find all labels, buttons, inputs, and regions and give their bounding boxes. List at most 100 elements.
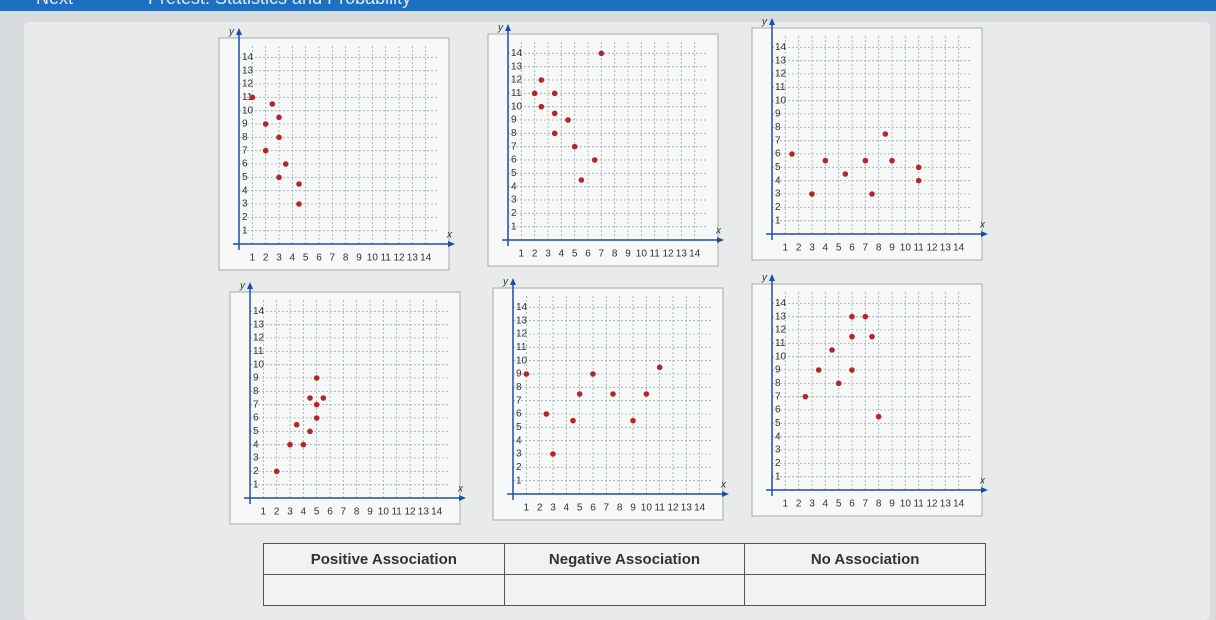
axis-arrow [510,278,516,285]
y-tick-label: 9 [242,119,248,130]
x-tick-label: 11 [654,503,665,514]
y-tick-label: 8 [511,128,517,139]
y-tick-label: 7 [511,141,517,152]
y-tick-label: 5 [242,172,248,183]
answer-table: Positive Association Negative Associatio… [263,543,986,606]
x-tick-label: 4 [301,507,307,518]
y-tick-label: 5 [775,162,781,173]
x-tick-label: 2 [537,503,543,514]
y-tick-label: 6 [511,155,517,166]
x-axis-label: x [446,230,453,241]
y-tick-label: 12 [242,79,254,90]
drop-zone[interactable] [503,574,746,606]
point [869,333,875,340]
x-axis-label: x [979,220,986,231]
y-tick-label: 6 [775,149,781,160]
y-tick-label: 6 [242,159,248,170]
next-button[interactable]: Next [36,0,73,9]
column-header: Positive Association [263,543,505,575]
x-axis-label: x [457,484,464,495]
point [590,371,596,377]
point [849,313,855,320]
point [276,134,282,141]
x-tick-label: 14 [689,249,701,260]
y-tick-label: 7 [253,399,259,410]
axis-arrow [236,28,242,35]
y-tick-label: 8 [516,382,522,393]
y-tick-label: 8 [775,122,781,133]
drop-zone[interactable] [263,574,505,606]
y-tick-label: 4 [775,431,781,442]
x-tick-label: 12 [404,507,416,518]
x-tick-label: 1 [783,499,789,510]
x-tick-label: 4 [823,243,829,254]
x-tick-label: 9 [889,499,895,510]
y-axis-label: y [502,277,509,288]
point [531,90,538,97]
x-tick-label: 7 [604,503,610,514]
x-tick-label: 2 [796,499,802,510]
page-title: Pretest: Statistics and Probability [148,0,411,9]
x-tick-label: 7 [863,499,869,510]
point [296,201,302,207]
x-tick-label: 4 [290,253,296,264]
x-tick-label: 5 [572,249,578,260]
axis-arrow [769,274,775,281]
x-tick-label: 12 [667,503,679,514]
y-tick-label: 7 [516,395,522,406]
drop-zone[interactable] [744,574,986,606]
x-tick-label: 10 [367,253,379,264]
axis-arrow [769,18,775,25]
point [889,157,895,164]
x-tick-label: 10 [900,499,912,510]
x-tick-label: 6 [327,507,333,518]
x-tick-label: 1 [524,503,530,514]
point [829,347,835,353]
x-tick-label: 6 [590,503,596,514]
y-tick-label: 13 [516,315,528,326]
x-tick-label: 2 [274,507,280,518]
axis-arrow [459,495,466,501]
y-axis-label: y [761,17,768,28]
point [598,50,605,57]
point [915,164,922,171]
x-tick-label: 2 [796,243,802,254]
y-tick-label: 8 [775,378,781,389]
point [307,395,313,401]
y-tick-label: 9 [516,369,522,380]
y-axis-label: y [761,273,768,284]
point [282,161,289,167]
y-tick-label: 9 [253,373,259,384]
y-tick-label: 1 [516,475,522,486]
point [815,367,822,373]
y-tick-label: 13 [775,311,787,322]
x-tick-label: 6 [585,249,591,260]
x-tick-label: 13 [940,499,952,510]
y-tick-label: 2 [775,458,781,469]
y-tick-label: 9 [511,115,517,126]
point [809,191,815,197]
axis-arrow [505,24,511,31]
x-tick-label: 13 [940,243,952,254]
y-axis-label: y [239,281,246,292]
y-tick-label: 10 [511,101,523,112]
x-tick-label: 3 [276,253,282,264]
x-tick-label: 8 [876,243,882,254]
x-tick-label: 10 [636,249,648,260]
y-tick-label: 12 [511,75,523,86]
y-tick-label: 6 [516,409,522,420]
x-tick-label: 4 [559,249,565,260]
y-tick-label: 10 [775,95,787,106]
y-tick-label: 3 [253,453,259,464]
point [551,90,558,97]
y-tick-label: 12 [253,333,265,344]
y-tick-label: 14 [253,306,265,317]
y-tick-label: 4 [511,181,517,192]
x-tick-label: 11 [913,499,924,510]
point [551,130,558,137]
x-tick-label: 11 [391,507,402,518]
point [276,174,282,181]
point [273,468,280,475]
y-tick-label: 2 [242,212,248,223]
